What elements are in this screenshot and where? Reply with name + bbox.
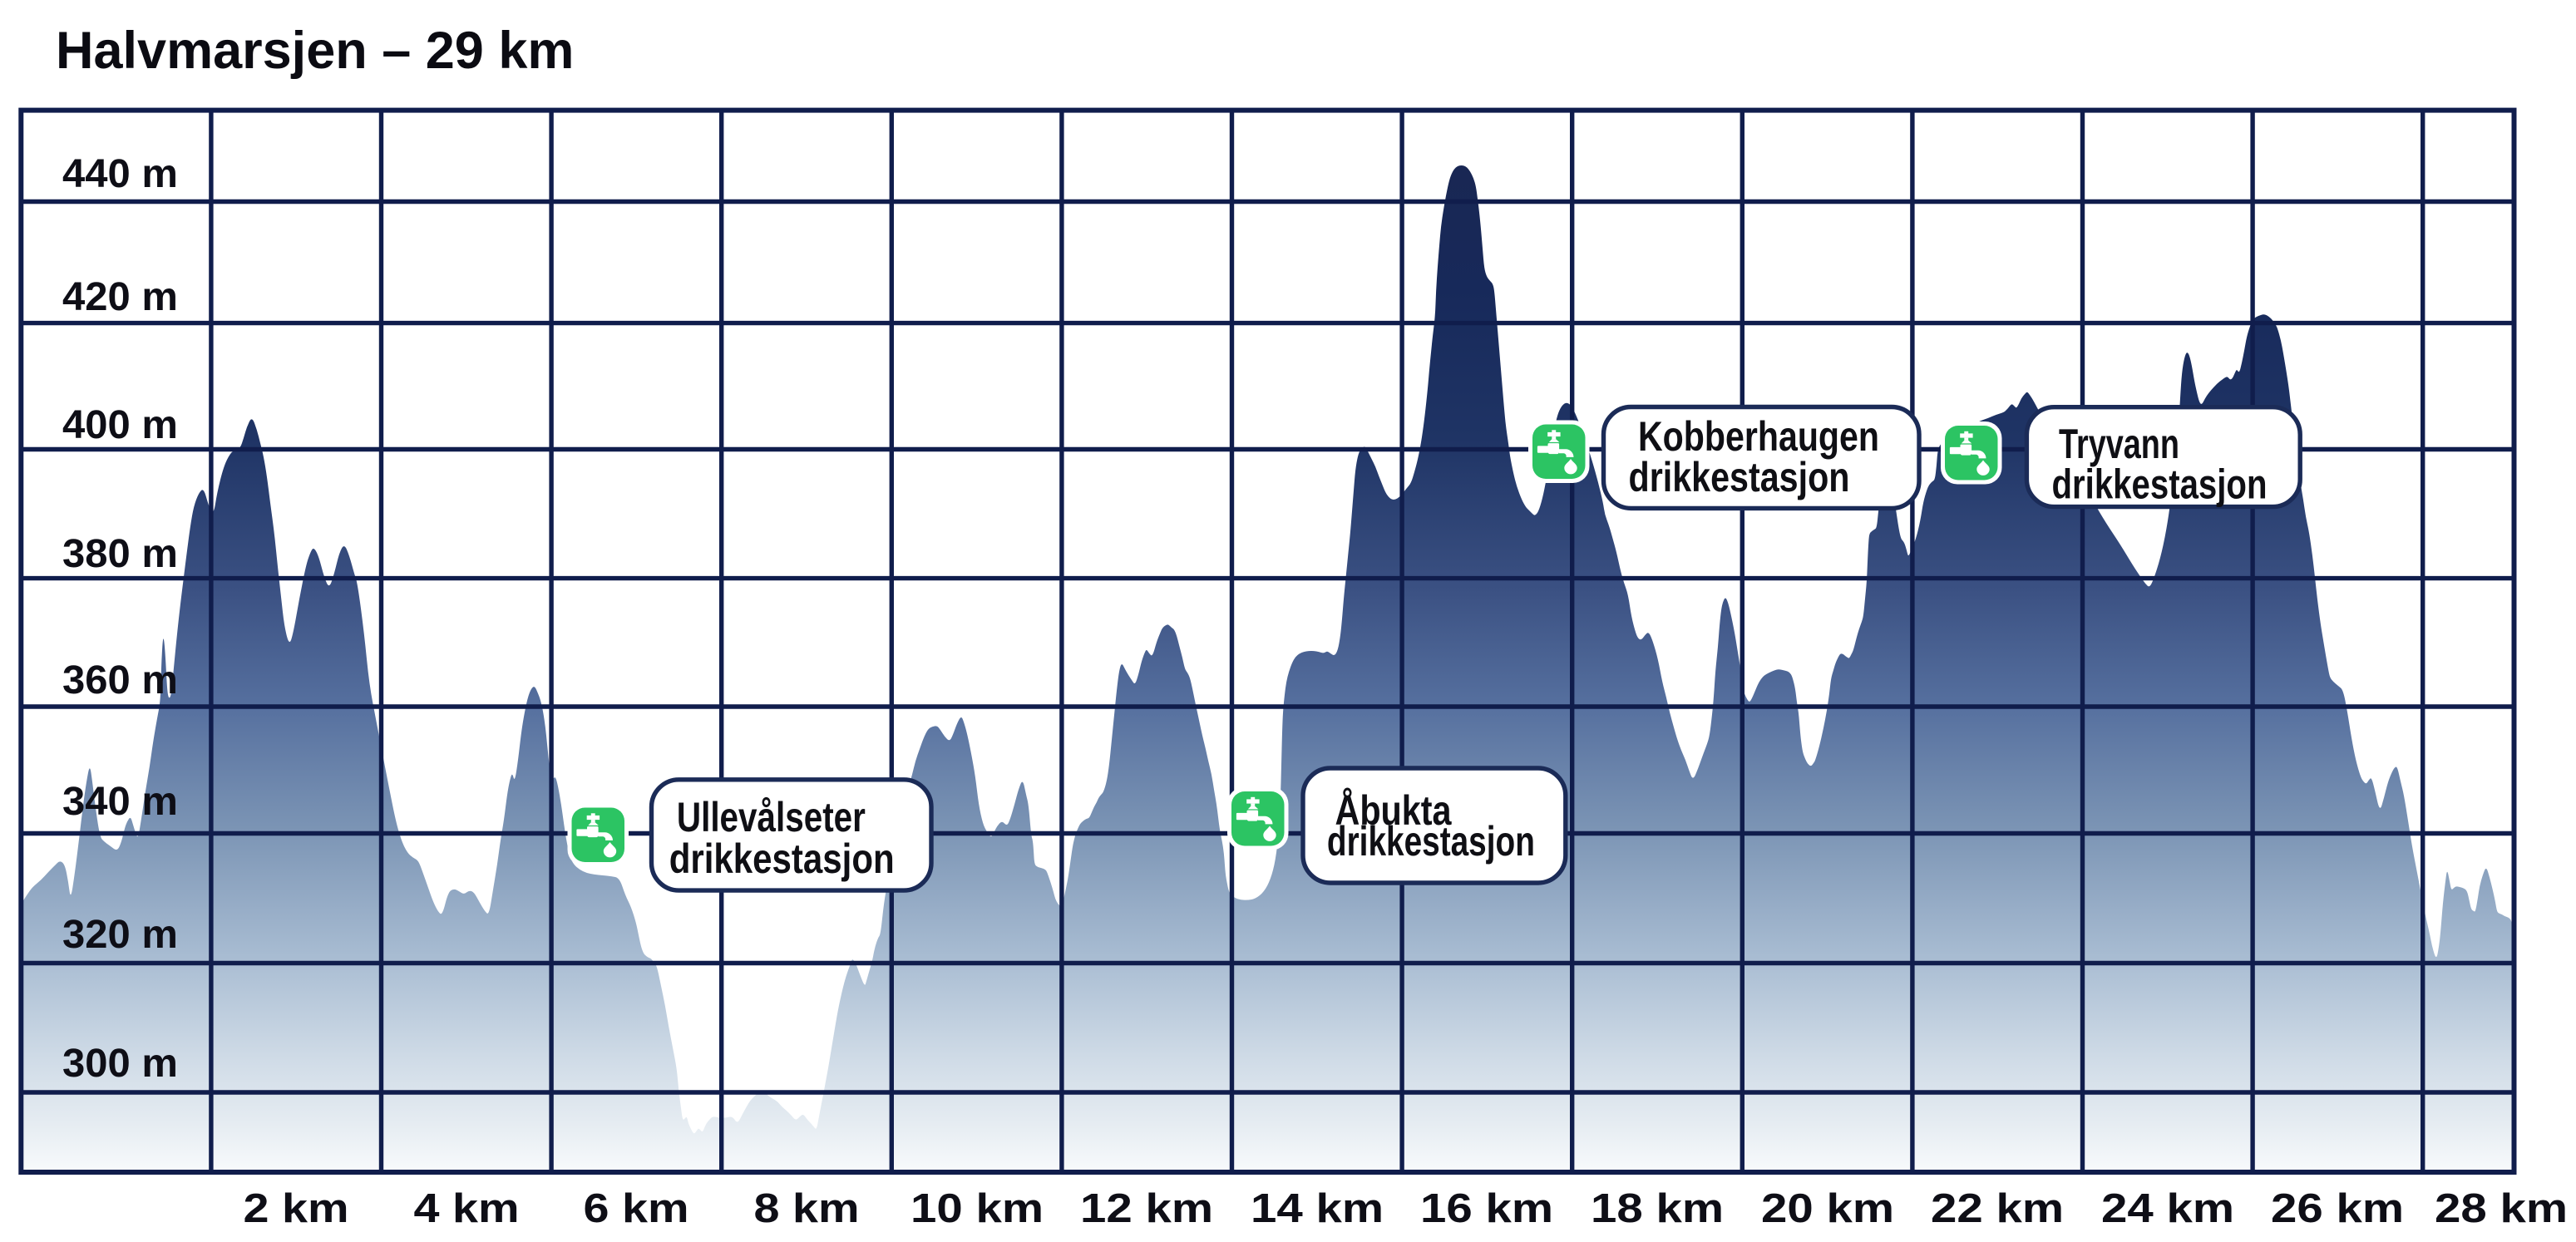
svg-text:Åbukta: Åbukta: [1335, 787, 1453, 834]
svg-text:14 km: 14 km: [1251, 1186, 1384, 1231]
svg-text:440 m: 440 m: [62, 152, 178, 196]
svg-text:drikkestasjon: drikkestasjon: [2052, 461, 2268, 508]
svg-text:8 km: 8 km: [754, 1186, 860, 1231]
svg-text:16 km: 16 km: [1420, 1186, 1553, 1231]
svg-text:2 km: 2 km: [244, 1186, 349, 1231]
svg-text:20 km: 20 km: [1761, 1186, 1894, 1231]
svg-text:drikkestasjon: drikkestasjon: [669, 835, 895, 882]
svg-text:300 m: 300 m: [62, 1042, 178, 1086]
svg-text:28 km: 28 km: [2435, 1186, 2568, 1231]
svg-text:22 km: 22 km: [1931, 1186, 2064, 1231]
svg-text:6 km: 6 km: [584, 1186, 689, 1231]
svg-text:420 m: 420 m: [62, 275, 178, 319]
svg-text:drikkestasjon: drikkestasjon: [1629, 454, 1850, 500]
svg-text:360 m: 360 m: [62, 658, 178, 702]
svg-text:Kobberhaugen: Kobberhaugen: [1638, 413, 1879, 460]
svg-text:10 km: 10 km: [910, 1186, 1044, 1231]
svg-text:12 km: 12 km: [1080, 1186, 1213, 1231]
svg-text:Halvmarsjen – 29 km: Halvmarsjen – 29 km: [56, 22, 574, 80]
svg-text:380 m: 380 m: [62, 532, 178, 576]
svg-text:drikkestasjon: drikkestasjon: [1327, 818, 1535, 865]
svg-text:4 km: 4 km: [414, 1186, 520, 1231]
svg-text:Tryvann: Tryvann: [2059, 421, 2179, 467]
svg-text:18 km: 18 km: [1591, 1186, 1724, 1231]
svg-text:400 m: 400 m: [62, 403, 178, 447]
svg-text:320 m: 320 m: [62, 913, 178, 957]
svg-text:24 km: 24 km: [2101, 1186, 2234, 1231]
svg-text:26 km: 26 km: [2271, 1186, 2404, 1231]
svg-text:340 m: 340 m: [62, 780, 178, 824]
svg-text:Ullevålseter: Ullevålseter: [677, 794, 866, 840]
